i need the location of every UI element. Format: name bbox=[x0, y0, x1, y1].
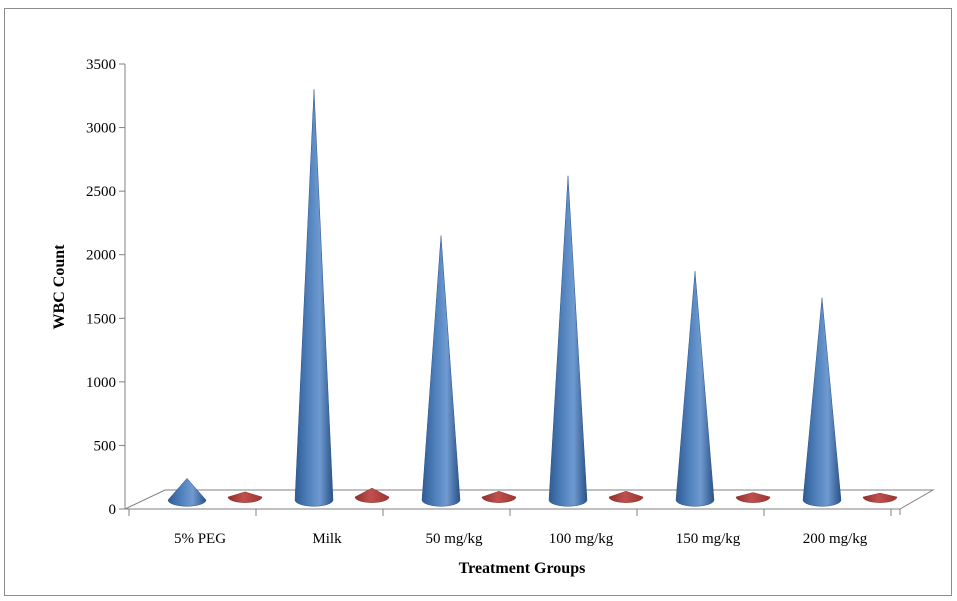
red-cone bbox=[862, 492, 898, 503]
x-tick-label: 100 mg/kg bbox=[549, 531, 614, 547]
y-tick-label: 1500 bbox=[86, 311, 116, 327]
red-cone bbox=[227, 491, 263, 503]
labels: 0 500 1000 1500 2000 2500 3000 3500 5% PEG Milk 50… bbox=[51, 57, 868, 577]
y-tick-label: 3000 bbox=[86, 121, 116, 137]
cone-body bbox=[167, 478, 207, 507]
cone-body bbox=[608, 491, 644, 503]
red-cone bbox=[608, 491, 644, 503]
x-tick-label: 5% PEG bbox=[174, 531, 226, 547]
cone-body bbox=[675, 271, 715, 507]
cone-body bbox=[481, 491, 517, 503]
y-tick-label: 3500 bbox=[86, 57, 116, 73]
blue-cone bbox=[421, 235, 461, 507]
x-tick-label: Milk bbox=[312, 531, 342, 547]
y-tick-label: 2000 bbox=[86, 248, 116, 264]
cone-body bbox=[802, 297, 842, 507]
red-cone bbox=[481, 491, 517, 503]
cone-body bbox=[862, 492, 898, 503]
x-axis-title: Treatment Groups bbox=[459, 560, 586, 577]
blue-cone bbox=[802, 297, 842, 507]
cone-body bbox=[548, 175, 588, 507]
y-axis-title: WBC Count bbox=[51, 244, 68, 330]
x-tick-label: 150 mg/kg bbox=[676, 531, 741, 547]
blue-cone bbox=[167, 478, 207, 507]
cone-body bbox=[294, 89, 334, 507]
marks bbox=[167, 89, 898, 507]
x-tick-label: 200 mg/kg bbox=[803, 531, 868, 547]
cone-body bbox=[227, 491, 263, 503]
y-tick-label: 500 bbox=[94, 438, 117, 454]
blue-cone bbox=[675, 271, 715, 507]
red-cone bbox=[354, 487, 390, 503]
cone-body bbox=[421, 235, 461, 507]
blue-cone bbox=[294, 89, 334, 507]
y-tick-label: 0 bbox=[109, 502, 117, 518]
red-cone bbox=[735, 492, 771, 503]
y-tick-label: 2500 bbox=[86, 184, 116, 200]
cone-body bbox=[354, 487, 390, 503]
cone-body bbox=[735, 492, 771, 503]
x-tick-label: 50 mg/kg bbox=[425, 531, 483, 547]
y-tick-label: 1000 bbox=[86, 375, 116, 391]
blue-cone bbox=[548, 175, 588, 507]
